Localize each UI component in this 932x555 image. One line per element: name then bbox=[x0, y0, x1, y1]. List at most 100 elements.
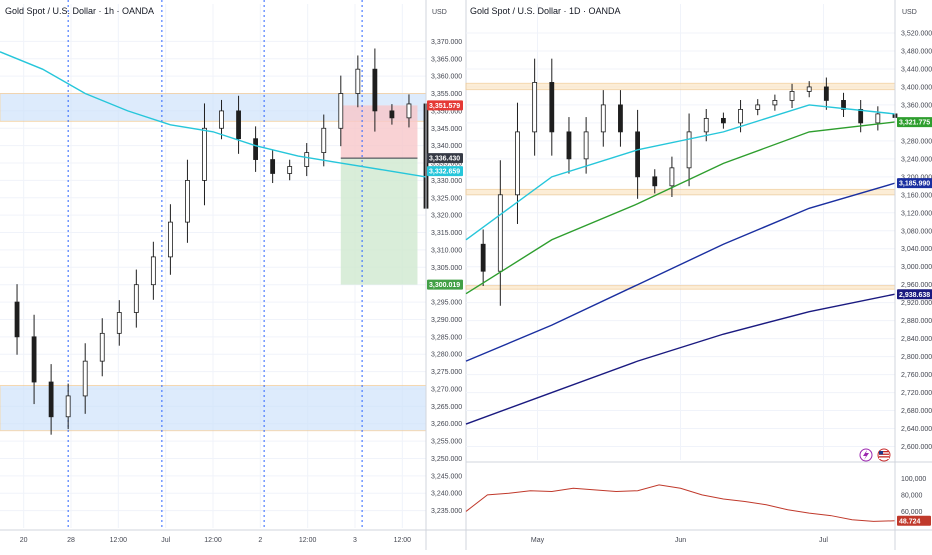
candle-body bbox=[150, 256, 156, 286]
price-tag-label: 3,351.579 bbox=[429, 103, 460, 110]
hourly-series bbox=[0, 48, 429, 435]
price-tag-label: 3,321.775 bbox=[899, 120, 930, 127]
price-tick-label: 3,000.000 bbox=[901, 264, 932, 271]
price-tick-label: 3,240.000 bbox=[901, 156, 932, 163]
candle-body bbox=[99, 332, 105, 362]
daily-volume-panel: 48.724 bbox=[465, 484, 931, 526]
hourly-pane[interactable]: Gold Spot / U.S. Dollar · 1h · OANDA USD… bbox=[0, 0, 463, 550]
price-tick-label: 3,370.000 bbox=[431, 39, 462, 46]
price-tick-label: 3,260.000 bbox=[431, 421, 462, 428]
support-zone bbox=[465, 285, 896, 290]
price-tag-label: 2,938.638 bbox=[899, 292, 930, 299]
hourly-price-axis[interactable]: 3,370.000 3,365.000 3,360.000 3,355.000 3,35… bbox=[431, 39, 462, 515]
price-tick-label: 3,200.000 bbox=[901, 174, 932, 181]
lightning-icon[interactable] bbox=[859, 448, 873, 462]
candle-body bbox=[841, 100, 846, 110]
time-tick-label: 3 bbox=[353, 537, 357, 544]
candle-body bbox=[652, 176, 658, 187]
hourly-session-separators bbox=[67, 0, 363, 530]
stop-loss-area bbox=[340, 105, 418, 159]
candle-body bbox=[65, 395, 71, 418]
candle-body bbox=[253, 138, 259, 160]
candle-body bbox=[583, 131, 589, 160]
price-tick-label: 3,270.000 bbox=[431, 386, 462, 393]
price-tick-label: 3,335.000 bbox=[431, 161, 462, 168]
candle-body bbox=[270, 159, 276, 174]
price-tick-label: 3,315.000 bbox=[431, 230, 462, 237]
price-tick-label: 3,250.000 bbox=[431, 456, 462, 463]
daily-currency: USD bbox=[902, 9, 917, 16]
hourly-time-axis[interactable]: 20 28 12:00 Jul 12:00 2 12:00 3 12:00 bbox=[20, 537, 411, 544]
candle-body bbox=[355, 68, 361, 94]
price-tick-label: 2,760.000 bbox=[901, 372, 932, 379]
time-tick-label: 2 bbox=[258, 537, 262, 544]
price-tick-label: 2,720.000 bbox=[901, 390, 932, 397]
candle-body bbox=[686, 131, 692, 169]
time-tick-label: 20 bbox=[20, 537, 28, 544]
time-tick-label: 12:00 bbox=[299, 537, 317, 544]
time-tick-label: Jun bbox=[675, 537, 686, 544]
price-tag bbox=[427, 100, 463, 111]
candle-body bbox=[31, 336, 37, 383]
time-tick-label: 28 bbox=[67, 537, 75, 544]
time-tick-label: 12:00 bbox=[110, 537, 128, 544]
price-tag bbox=[897, 178, 932, 189]
price-tag bbox=[427, 279, 463, 290]
price-tick-label: 2,840.000 bbox=[901, 336, 932, 343]
candle-body bbox=[116, 312, 122, 334]
time-tick-label: 12:00 bbox=[394, 537, 412, 544]
price-tick-label: 2,920.000 bbox=[901, 300, 932, 307]
price-tick-label: 3,355.000 bbox=[431, 91, 462, 98]
moving-average-line bbox=[465, 293, 896, 425]
candle-body bbox=[600, 104, 606, 133]
price-tick-label: 3,235.000 bbox=[431, 508, 462, 515]
daily-pane[interactable]: 48.724 Gold Spot / U.S. Dollar · 1D · OA… bbox=[465, 0, 932, 550]
candle-body bbox=[480, 243, 486, 272]
price-tick-label: 3,520.000 bbox=[901, 30, 932, 37]
moving-average-line bbox=[465, 182, 896, 362]
candle-body bbox=[304, 152, 310, 167]
candle-body bbox=[14, 301, 20, 338]
price-tick-label: 3,275.000 bbox=[431, 369, 462, 376]
price-tick-label: 3,400.000 bbox=[901, 84, 932, 91]
daily-title: Gold Spot / U.S. Dollar · 1D · OANDA bbox=[470, 6, 621, 16]
price-tag-label: 3,332.659 bbox=[429, 169, 460, 176]
moving-average-line bbox=[465, 121, 896, 295]
price-tick-label: 3,340.000 bbox=[431, 143, 462, 150]
candle-body bbox=[566, 131, 572, 160]
candle-body bbox=[515, 131, 520, 196]
candle-body bbox=[549, 82, 555, 133]
price-tick-label: 3,280.000 bbox=[901, 138, 932, 145]
volume-tick-label: 60,000 bbox=[901, 509, 923, 516]
price-tag bbox=[897, 289, 932, 300]
candle-body bbox=[823, 86, 829, 101]
price-tag-label: 3,185.990 bbox=[899, 181, 930, 188]
price-tag bbox=[897, 117, 932, 128]
hourly-zones bbox=[0, 93, 427, 432]
hourly-position-tool[interactable] bbox=[340, 105, 418, 285]
price-tick-label: 3,120.000 bbox=[901, 210, 932, 217]
hourly-currency: USD bbox=[432, 9, 447, 16]
price-tick-label: 3,040.000 bbox=[901, 246, 932, 253]
time-tick-label: Jul bbox=[819, 537, 828, 544]
price-tick-label: 3,350.000 bbox=[431, 108, 462, 115]
candle-body bbox=[875, 113, 881, 124]
volume-tick-label: 100,000 bbox=[901, 476, 926, 483]
take-profit-area bbox=[340, 158, 418, 285]
time-tick-label: May bbox=[531, 537, 545, 544]
daily-series bbox=[465, 58, 898, 425]
candle-body bbox=[372, 68, 378, 112]
candle-body bbox=[185, 180, 190, 223]
price-tick-label: 2,800.000 bbox=[901, 354, 932, 361]
us-flag-icon[interactable] bbox=[877, 448, 891, 462]
candle-body bbox=[738, 109, 743, 124]
daily-time-axis[interactable]: May Jun Jul bbox=[531, 537, 829, 544]
daily-price-axis[interactable]: 3,520.000 3,480.000 3,440.000 3,400.000 3,36… bbox=[901, 30, 932, 515]
price-tick-label: 3,290.000 bbox=[431, 317, 462, 324]
candle-body bbox=[48, 381, 54, 418]
candle-body bbox=[82, 360, 88, 397]
price-tick-label: 3,280.000 bbox=[431, 352, 462, 359]
candle-body bbox=[406, 103, 412, 119]
price-tag-label: 3,336.430 bbox=[429, 156, 460, 163]
